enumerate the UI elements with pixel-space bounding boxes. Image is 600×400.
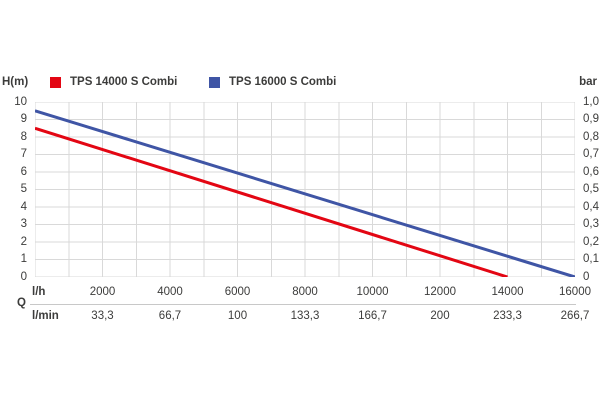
left-axis-tick: 1 xyxy=(20,253,27,265)
left-axis-tick: 6 xyxy=(20,165,27,178)
right-axis-tick: 1,0 xyxy=(583,95,599,108)
left-axis-unit-label: H(m) xyxy=(2,76,29,88)
series-curve-0 xyxy=(35,126,508,277)
right-axis-tick: 0,3 xyxy=(583,218,599,230)
legend-label-tps-16000-s-combi: TPS 16000 S Combi xyxy=(229,76,337,88)
x-axis-tick-lmin: 266,7 xyxy=(560,310,590,322)
right-axis-tick: 0 xyxy=(583,270,590,283)
legend-item-tps-16000-s-combi: TPS 16000 S Combi xyxy=(209,76,336,88)
legend-swatch-blue-icon xyxy=(209,76,220,88)
left-axis-tick: 0 xyxy=(20,270,27,283)
legend-label-tps-14000-s-combi: TPS 14000 S Combi xyxy=(70,76,178,88)
series-curve-1 xyxy=(35,109,575,277)
x-axis-label: Q xyxy=(17,297,26,309)
x-axis-ticks-lh: 2000 4000 6000 8000 10000 12000 14000 16000 xyxy=(35,286,591,299)
right-axis-tick: 0,6 xyxy=(583,165,599,178)
x-axis-tick-lmin: 33,3 xyxy=(91,310,114,322)
x-axis-tick-lh: 4000 xyxy=(157,286,183,298)
legend-item-tps-14000-s-combi: TPS 14000 S Combi xyxy=(50,76,177,88)
x-axis-tick-lmin: 66,7 xyxy=(158,310,182,322)
left-axis-ticks: 10 9 8 7 6 5 4 3 2 1 0 xyxy=(0,96,27,283)
x-axis-tick-lh: 12000 xyxy=(424,286,456,298)
left-axis-tick: 2 xyxy=(20,235,27,248)
right-axis-tick: 0,4 xyxy=(583,200,599,213)
left-axis-tick: 8 xyxy=(20,130,27,143)
x-axis-tick-lh: 8000 xyxy=(292,286,318,298)
plot-area xyxy=(35,102,575,277)
x-axis-tick-lh: 6000 xyxy=(224,286,251,298)
x-axis-tick-lh: 10000 xyxy=(356,286,389,298)
x-axis-tick-lh: 14000 xyxy=(491,286,524,298)
x-axis-tick-lmin: 100 xyxy=(227,310,248,322)
right-axis-unit-label: bar xyxy=(579,76,597,88)
x-axis-ticks-lmin: 33,3 66,7 100 133,3 166,7 200 233,3 266,7 xyxy=(35,310,589,323)
x-axis-tick-lmin: 133,3 xyxy=(290,310,320,322)
left-axis-tick: 10 xyxy=(14,95,27,108)
right-axis-tick: 0,1 xyxy=(583,253,599,265)
x-axis-tick-lh: 16000 xyxy=(559,286,591,298)
right-axis-tick: 0,8 xyxy=(583,130,599,143)
x-axis-unit-divider xyxy=(30,304,576,305)
x-axis-unit-lmin-label: l/min xyxy=(32,310,59,322)
left-axis-tick: 7 xyxy=(20,148,27,160)
left-axis-tick: 3 xyxy=(20,218,27,230)
right-axis-tick: 0,7 xyxy=(583,148,599,160)
right-axis-ticks: 1,0 0,9 0,8 0,7 0,6 0,5 0,4 0,3 0,2 0,1 0 xyxy=(583,96,600,283)
right-axis-tick: 0,9 xyxy=(583,113,599,125)
legend-swatch-red-icon xyxy=(50,76,61,88)
x-axis-tick-lmin: 200 xyxy=(430,310,450,322)
x-axis-tick-lmin: 233,3 xyxy=(493,310,522,322)
x-axis-tick-lmin: 166,7 xyxy=(358,310,387,322)
left-axis-tick: 4 xyxy=(20,200,27,213)
x-axis-unit-lh-label: l/h xyxy=(32,286,46,298)
x-axis-tick-lh: 2000 xyxy=(89,286,116,298)
left-axis-tick: 5 xyxy=(20,183,27,195)
right-axis-tick: 0,2 xyxy=(583,235,599,248)
left-axis-tick: 9 xyxy=(20,113,27,125)
right-axis-tick: 0,5 xyxy=(583,183,599,195)
